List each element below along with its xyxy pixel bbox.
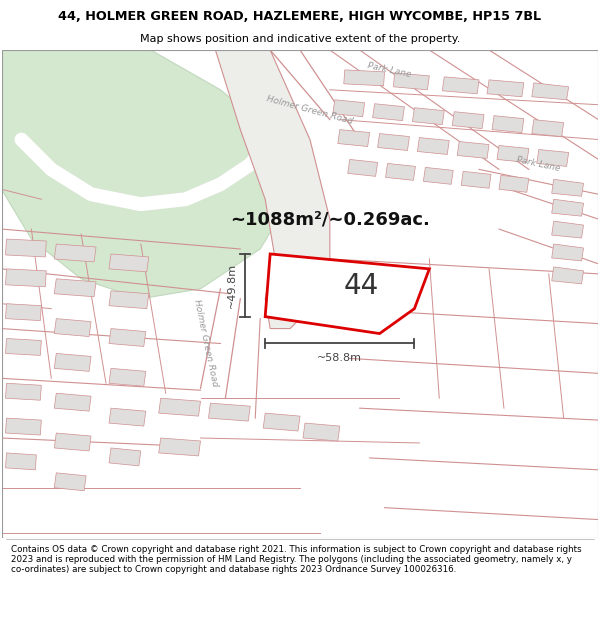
Polygon shape bbox=[552, 179, 584, 196]
Polygon shape bbox=[532, 119, 563, 136]
Polygon shape bbox=[552, 221, 584, 238]
Polygon shape bbox=[54, 354, 91, 371]
Polygon shape bbox=[208, 403, 250, 421]
Polygon shape bbox=[552, 244, 584, 261]
Polygon shape bbox=[109, 368, 146, 386]
Polygon shape bbox=[54, 279, 96, 297]
Text: 44: 44 bbox=[344, 272, 379, 301]
Polygon shape bbox=[552, 199, 584, 216]
Polygon shape bbox=[348, 159, 377, 176]
Polygon shape bbox=[461, 171, 491, 188]
Polygon shape bbox=[424, 168, 453, 184]
Polygon shape bbox=[263, 413, 300, 431]
Text: Holmer Green Road: Holmer Green Road bbox=[192, 299, 219, 388]
Polygon shape bbox=[54, 244, 96, 262]
Polygon shape bbox=[54, 473, 86, 491]
Polygon shape bbox=[54, 433, 91, 451]
Polygon shape bbox=[552, 267, 584, 284]
Polygon shape bbox=[265, 254, 430, 334]
Text: Park Lane: Park Lane bbox=[367, 61, 412, 79]
Polygon shape bbox=[159, 398, 200, 416]
Polygon shape bbox=[2, 50, 290, 299]
Polygon shape bbox=[5, 269, 46, 287]
Polygon shape bbox=[537, 149, 569, 166]
Text: Park Lane: Park Lane bbox=[516, 156, 562, 174]
Text: Map shows position and indicative extent of the property.: Map shows position and indicative extent… bbox=[140, 34, 460, 44]
Polygon shape bbox=[492, 116, 524, 132]
Polygon shape bbox=[54, 319, 91, 336]
Text: Holmer Green Road: Holmer Green Road bbox=[266, 94, 354, 126]
Polygon shape bbox=[5, 339, 41, 356]
Text: ~49.8m: ~49.8m bbox=[227, 262, 238, 308]
Polygon shape bbox=[412, 107, 444, 124]
Polygon shape bbox=[109, 291, 149, 309]
Polygon shape bbox=[333, 100, 365, 117]
Polygon shape bbox=[457, 141, 489, 159]
Polygon shape bbox=[109, 254, 149, 272]
Polygon shape bbox=[442, 77, 479, 94]
Text: ~1088m²/~0.269ac.: ~1088m²/~0.269ac. bbox=[230, 210, 430, 228]
Polygon shape bbox=[344, 70, 385, 86]
Polygon shape bbox=[109, 448, 141, 466]
Text: 44, HOLMER GREEN ROAD, HAZLEMERE, HIGH WYCOMBE, HP15 7BL: 44, HOLMER GREEN ROAD, HAZLEMERE, HIGH W… bbox=[58, 10, 542, 23]
Polygon shape bbox=[215, 50, 330, 329]
Polygon shape bbox=[5, 418, 41, 435]
Text: ~58.8m: ~58.8m bbox=[317, 354, 362, 364]
Polygon shape bbox=[303, 423, 340, 441]
Polygon shape bbox=[109, 329, 146, 346]
Polygon shape bbox=[373, 104, 404, 121]
Polygon shape bbox=[5, 453, 37, 470]
Polygon shape bbox=[338, 129, 370, 146]
Polygon shape bbox=[497, 146, 529, 162]
Polygon shape bbox=[394, 73, 430, 90]
Polygon shape bbox=[5, 383, 41, 400]
Polygon shape bbox=[109, 408, 146, 426]
Polygon shape bbox=[377, 134, 409, 151]
Polygon shape bbox=[386, 163, 415, 181]
Polygon shape bbox=[418, 138, 449, 154]
Polygon shape bbox=[54, 393, 91, 411]
Polygon shape bbox=[5, 304, 41, 321]
Polygon shape bbox=[532, 83, 569, 100]
Text: Contains OS data © Crown copyright and database right 2021. This information is : Contains OS data © Crown copyright and d… bbox=[11, 544, 581, 574]
Polygon shape bbox=[159, 438, 200, 456]
Polygon shape bbox=[487, 80, 524, 97]
Polygon shape bbox=[5, 239, 46, 257]
Polygon shape bbox=[499, 176, 529, 192]
Polygon shape bbox=[452, 112, 484, 129]
